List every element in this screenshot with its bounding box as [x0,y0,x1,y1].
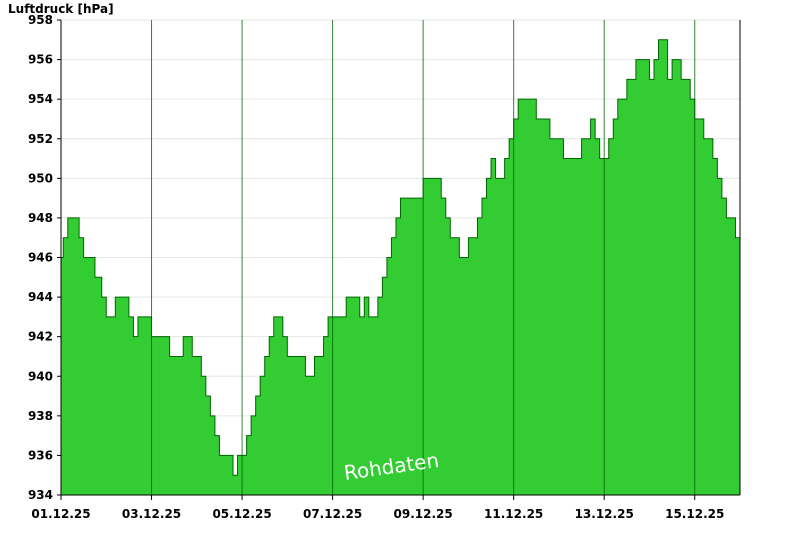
day-separator-lines [151,20,696,495]
x-tick-label: 09.12.25 [394,507,453,521]
x-tick-label: 07.12.25 [303,507,362,521]
y-tick-labels: 934 936 938 940 942 944 946 948 950 952 954 956 958 [28,13,61,502]
y-tick-label: 952 [28,132,53,146]
y-tick-label: 954 [28,92,53,106]
x-tick-label: 05.12.25 [212,507,271,521]
y-tick-label: 940 [28,369,53,383]
y-tick-label: 956 [28,53,53,67]
x-tick-label: 13.12.25 [575,507,634,521]
y-tick-label: 936 [28,448,53,462]
y-tick-label: 950 [28,171,53,185]
pressure-area [61,39,740,496]
x-tick-label: 01.12.25 [31,507,90,521]
x-tick-label: 03.12.25 [122,507,181,521]
y-tick-label: 946 [28,251,53,265]
y-tick-label: 944 [28,290,53,304]
x-tick-label: 15.12.25 [665,507,724,521]
x-tick-labels: 01.12.25 03.12.25 05.12.25 07.12.25 09.12.25… [31,495,724,521]
y-tick-label: 942 [28,330,53,344]
y-tick-label: 938 [28,409,53,423]
y-tick-label: 948 [28,211,53,225]
y-tick-label: 934 [28,488,53,502]
x-tick-label: 11.12.25 [484,507,543,521]
pressure-line [61,39,740,476]
y-tick-label: 958 [28,13,53,27]
y-axis-label: Luftdruck [hPa] [8,2,114,16]
